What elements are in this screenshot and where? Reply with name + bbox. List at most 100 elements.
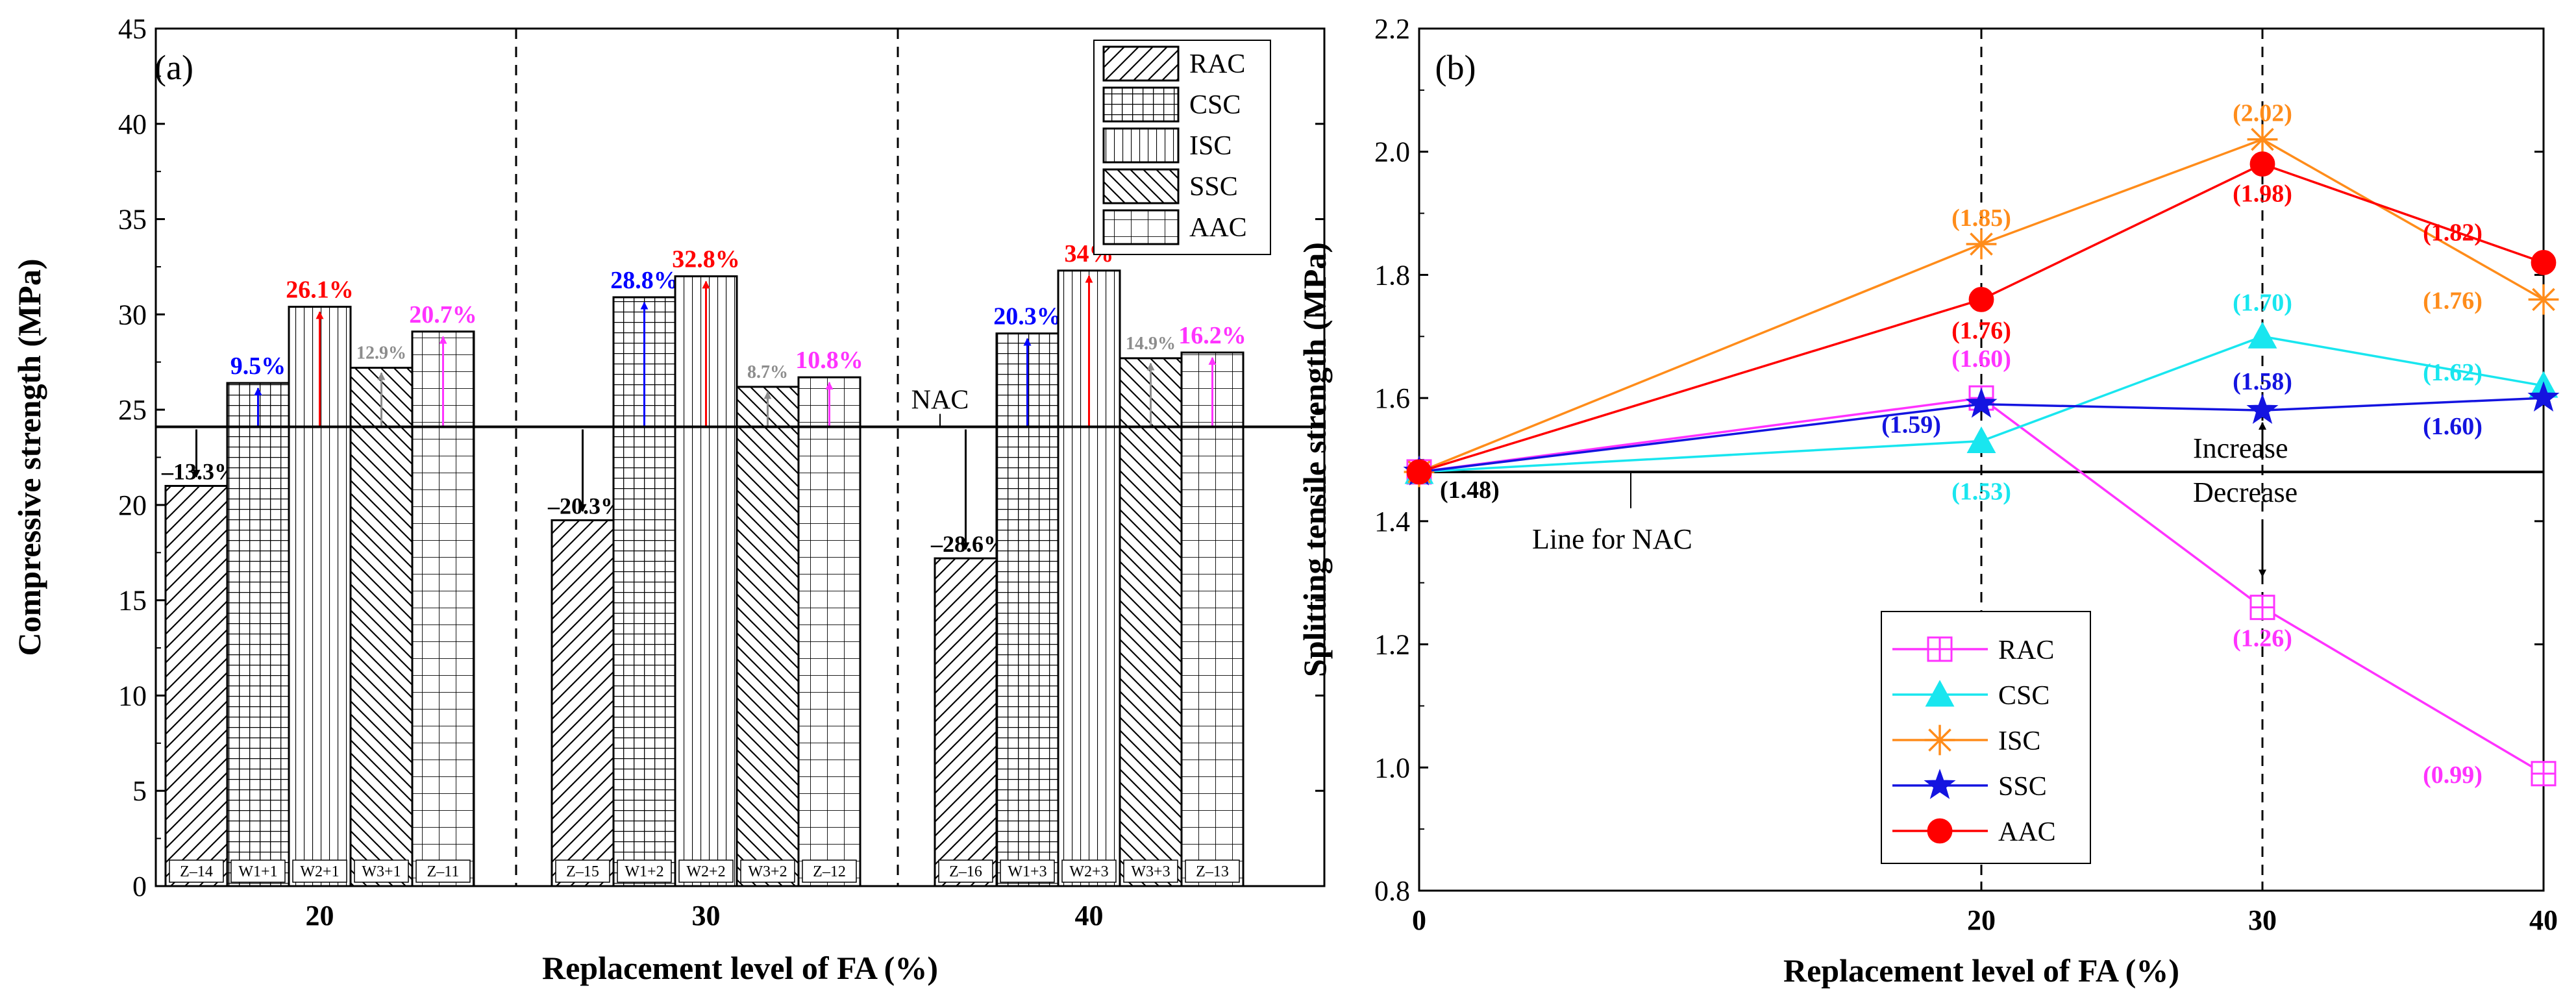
legend-label: RAC	[1189, 49, 1245, 79]
marker-aac	[1406, 459, 1432, 485]
y-axis-title: Splitting tensile strength (MPa)	[1296, 242, 1333, 677]
change-label-up: 32.8%	[672, 246, 740, 273]
bar-sample-label: W1+3	[1008, 863, 1046, 880]
data-label: (1.85)	[1951, 204, 2011, 232]
panel-a: 0 5 10 15 20 25 30 35 40 45 20 30 40 Z–14 –13.3% W1+1 9.…	[11, 13, 1326, 986]
change-label-up: 14.9%	[1126, 334, 1176, 354]
legend-box	[1881, 611, 2091, 864]
y-tick-label: 40	[118, 108, 147, 140]
change-label-up: 20.7%	[409, 301, 477, 328]
change-label-up: 9.5%	[230, 352, 286, 380]
bar-aac	[797, 376, 861, 887]
data-label: (2.02)	[2233, 100, 2292, 127]
nac-line-label: Line for NAC	[1532, 523, 1692, 555]
y-tick-label: 1.4	[1374, 506, 1410, 538]
marker-isc	[2528, 284, 2559, 315]
data-label: (1.76)	[1951, 317, 2011, 344]
series-line-csc	[1418, 335, 2544, 473]
marker-ssc	[1924, 769, 1956, 799]
bar-rac	[164, 485, 229, 887]
legend-label: ISC	[1998, 726, 2040, 756]
bar-sample-label: Z–13	[1196, 863, 1229, 880]
nac-label: NAC	[911, 386, 969, 415]
bar-sample-label: Z–16	[949, 863, 982, 880]
data-label: (1.76)	[2423, 287, 2483, 314]
data-label: (1.26)	[2233, 625, 2292, 652]
bar-label-box	[802, 859, 857, 883]
legend: RAC CSC ISC SSC AAC	[1093, 40, 1271, 255]
legend-label: CSC	[1998, 681, 2050, 711]
y-tick-label: 0	[132, 871, 147, 902]
bar-label-box	[1000, 859, 1055, 883]
panel-label: (a)	[155, 48, 193, 87]
change-label-up: 28.8%	[610, 267, 678, 294]
y-tick-label: 20	[118, 489, 147, 521]
bar-ssc	[349, 367, 414, 887]
marker-csc	[2248, 321, 2277, 349]
series-line-isc	[1418, 138, 2544, 473]
y-tick-label: 10	[118, 680, 147, 711]
panel-b: 0.8 1.0 1.2 1.4 1.6 1.8 2.0 2.2 0 20 30 40 Line for …	[1296, 13, 2560, 989]
bar-sample-label: W3+3	[1131, 863, 1170, 880]
bar-label-box	[354, 859, 409, 883]
bar-label-box	[617, 859, 672, 883]
change-label-down: –20.3%	[547, 493, 624, 519]
bar-sample-label: Z–14	[180, 863, 213, 880]
change-label-up: 8.7%	[747, 362, 788, 382]
y-tick-label: 1.0	[1374, 752, 1410, 784]
bar-sample-label: W1+2	[625, 863, 663, 880]
bar-label-box	[740, 859, 795, 883]
y-tick-label: 45	[118, 13, 147, 45]
change-label-up: 12.9%	[356, 343, 406, 364]
data-label: (1.62)	[2423, 359, 2483, 386]
series-line-aac	[1418, 162, 2544, 473]
bar-label-box	[678, 859, 734, 883]
data-label: (1.82)	[2423, 219, 2483, 246]
x-tick-label: 20	[1967, 904, 1996, 936]
bar-label-box	[415, 859, 471, 883]
marker-aac	[2531, 250, 2557, 275]
legend-swatch-csc	[1102, 86, 1180, 123]
bar-sample-label: W2+3	[1069, 863, 1108, 880]
x-tick-label: 40	[2529, 904, 2558, 936]
bar-label-box	[169, 859, 224, 883]
y-axis-title: Compressive strength (MPa)	[11, 259, 47, 656]
y-tick-label: 5	[132, 775, 147, 807]
series-line-rac	[1418, 397, 2544, 775]
marker-rac-cross	[1928, 637, 1951, 661]
increase-label: Increase	[2193, 432, 2288, 464]
y-tick-label: 1.8	[1374, 259, 1410, 291]
bar-csc	[226, 382, 290, 887]
marker-isc	[1924, 724, 1955, 756]
y-tick-label: 30	[118, 299, 147, 330]
bar-label-box	[938, 859, 993, 883]
legend-swatch-rac	[1102, 45, 1180, 82]
change-label-up: 20.3%	[993, 303, 1061, 330]
bar-sample-label: W3+1	[362, 863, 401, 880]
x-tick-label: 40	[1075, 900, 1104, 932]
bar-label-box	[555, 859, 610, 883]
y-tick-label: 0.8	[1374, 875, 1410, 907]
bar-label-box	[1123, 859, 1178, 883]
series-line-ssc	[1418, 397, 2544, 473]
data-label: (1.98)	[2233, 180, 2292, 208]
decrease-label: Decrease	[2193, 476, 2297, 508]
data-label: (1.53)	[1951, 478, 2011, 506]
marker-rac-cross	[2251, 595, 2274, 619]
legend: RAC CSC ISC SSC AAC	[1881, 611, 2091, 864]
bar-rac	[551, 519, 615, 887]
marker-aac	[1927, 818, 1953, 844]
legend-label: AAC	[1189, 213, 1247, 243]
y-tick-label: 1.2	[1374, 629, 1410, 661]
bar-sample-label: W1+1	[238, 863, 277, 880]
change-label-up: 10.8%	[795, 347, 863, 374]
data-label: (1.58)	[2233, 368, 2292, 395]
marker-csc	[1966, 426, 1996, 454]
panel-label: (b)	[1435, 48, 1476, 87]
marker-ssc	[2527, 381, 2560, 412]
marker-csc	[1925, 680, 1955, 707]
legend-swatch-ssc	[1102, 168, 1180, 204]
legend-label: AAC	[1998, 817, 2056, 847]
bar-sample-label: Z–11	[427, 863, 460, 880]
